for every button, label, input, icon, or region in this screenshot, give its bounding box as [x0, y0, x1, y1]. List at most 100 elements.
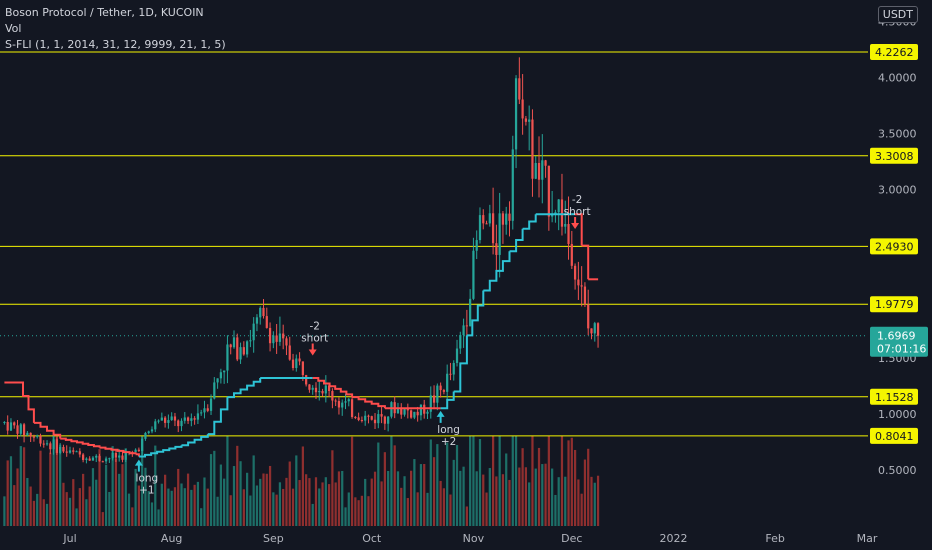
- volume-bar: [331, 450, 334, 526]
- candle-body: [98, 455, 101, 462]
- volume-bar: [360, 495, 364, 526]
- level-label: 4.2262: [875, 46, 914, 59]
- candle-body: [537, 162, 541, 180]
- volume-bar: [531, 436, 534, 526]
- candle: [285, 336, 288, 356]
- candle: [321, 388, 324, 397]
- volume-bar: [406, 498, 409, 526]
- candle: [449, 362, 452, 381]
- last-price-label: 1.6969: [877, 330, 916, 343]
- volume-bar: [229, 495, 232, 526]
- candle: [229, 343, 232, 355]
- signal-label: -2: [309, 321, 319, 333]
- volume-bar: [419, 464, 423, 526]
- candle: [587, 289, 590, 336]
- candle: [150, 426, 154, 434]
- candle-body: [501, 213, 505, 225]
- trail-segment: [17, 381, 35, 423]
- candle-body: [478, 215, 482, 241]
- candle-body: [124, 452, 127, 460]
- candle: [196, 404, 200, 424]
- volume-bar: [26, 477, 29, 526]
- candle: [377, 409, 380, 429]
- candle-body: [531, 119, 534, 179]
- volume-bar: [560, 436, 564, 526]
- time-axis[interactable]: Jul Aug Sep Oct Nov Dec 2022 Feb Mar: [62, 532, 877, 545]
- candle: [564, 200, 567, 234]
- candle: [491, 187, 495, 255]
- price-axis[interactable]: 0.50001.00001.50002.00002.50003.00003.50…: [870, 15, 928, 477]
- volume-bar: [147, 491, 150, 526]
- candle: [436, 383, 439, 411]
- candle-body: [62, 446, 65, 452]
- candle-body: [301, 361, 304, 376]
- candle: [383, 415, 386, 430]
- candle-body: [68, 450, 72, 453]
- candle: [472, 237, 475, 301]
- currency-selector[interactable]: USDT: [877, 6, 918, 23]
- candle-body: [262, 307, 265, 317]
- volume-bar: [426, 492, 429, 526]
- candle: [52, 432, 55, 455]
- candle-body: [19, 424, 22, 434]
- volume-bar: [167, 488, 170, 526]
- volume-bar: [573, 449, 577, 526]
- candle: [455, 339, 459, 367]
- volume-bar: [446, 442, 449, 526]
- x-tick-label: Feb: [765, 532, 784, 545]
- candle-body: [245, 341, 249, 355]
- candle-body: [308, 384, 311, 390]
- x-tick-label: Aug: [161, 532, 182, 545]
- volume-bar: [534, 468, 537, 526]
- candle: [239, 342, 242, 364]
- volume-bar: [295, 455, 298, 526]
- x-tick-label: Nov: [463, 532, 485, 545]
- candle: [347, 397, 350, 407]
- candle: [350, 396, 354, 419]
- volume-bar: [570, 437, 573, 526]
- candle-body: [144, 432, 147, 439]
- candle-body: [377, 414, 380, 424]
- candle: [157, 419, 160, 424]
- volume-bar: [226, 436, 229, 526]
- candle-body: [91, 457, 95, 461]
- volume-bar: [62, 482, 65, 526]
- volume-bar: [505, 453, 508, 526]
- candle: [482, 209, 485, 230]
- candle: [255, 314, 259, 332]
- candle-body: [200, 412, 203, 414]
- volume-bar: [59, 444, 62, 526]
- volume-bar: [495, 476, 498, 526]
- candle-body: [367, 415, 370, 417]
- candle-body: [59, 446, 62, 453]
- candle-body: [42, 443, 45, 445]
- trail-segment: [581, 244, 590, 280]
- candle-body: [167, 420, 170, 423]
- candle: [341, 399, 344, 416]
- indicator-legend: S-FLI (1, 1, 2014, 31, 12, 9999, 21, 1, …: [5, 38, 226, 51]
- candle-body: [278, 333, 282, 342]
- candle: [498, 192, 501, 278]
- volume-bar: [209, 454, 213, 526]
- candle: [314, 382, 318, 399]
- candle: [3, 421, 6, 425]
- candle-body: [259, 307, 262, 318]
- candle-body: [505, 213, 508, 225]
- candle: [275, 323, 278, 354]
- volume-bar: [537, 447, 541, 526]
- volume-bar: [252, 455, 255, 526]
- candle-body: [305, 375, 308, 385]
- candle-body: [567, 223, 570, 245]
- candle-body: [177, 420, 180, 427]
- level-label-box: [870, 147, 918, 164]
- volume-bar: [239, 461, 242, 526]
- candle-body: [275, 335, 278, 342]
- volume-bar: [268, 465, 272, 526]
- candle-body: [436, 385, 439, 403]
- candle: [219, 368, 222, 384]
- volume-bar: [42, 499, 45, 526]
- candle-body: [22, 424, 26, 436]
- candle-body: [583, 286, 587, 305]
- volume-bar: [400, 487, 403, 526]
